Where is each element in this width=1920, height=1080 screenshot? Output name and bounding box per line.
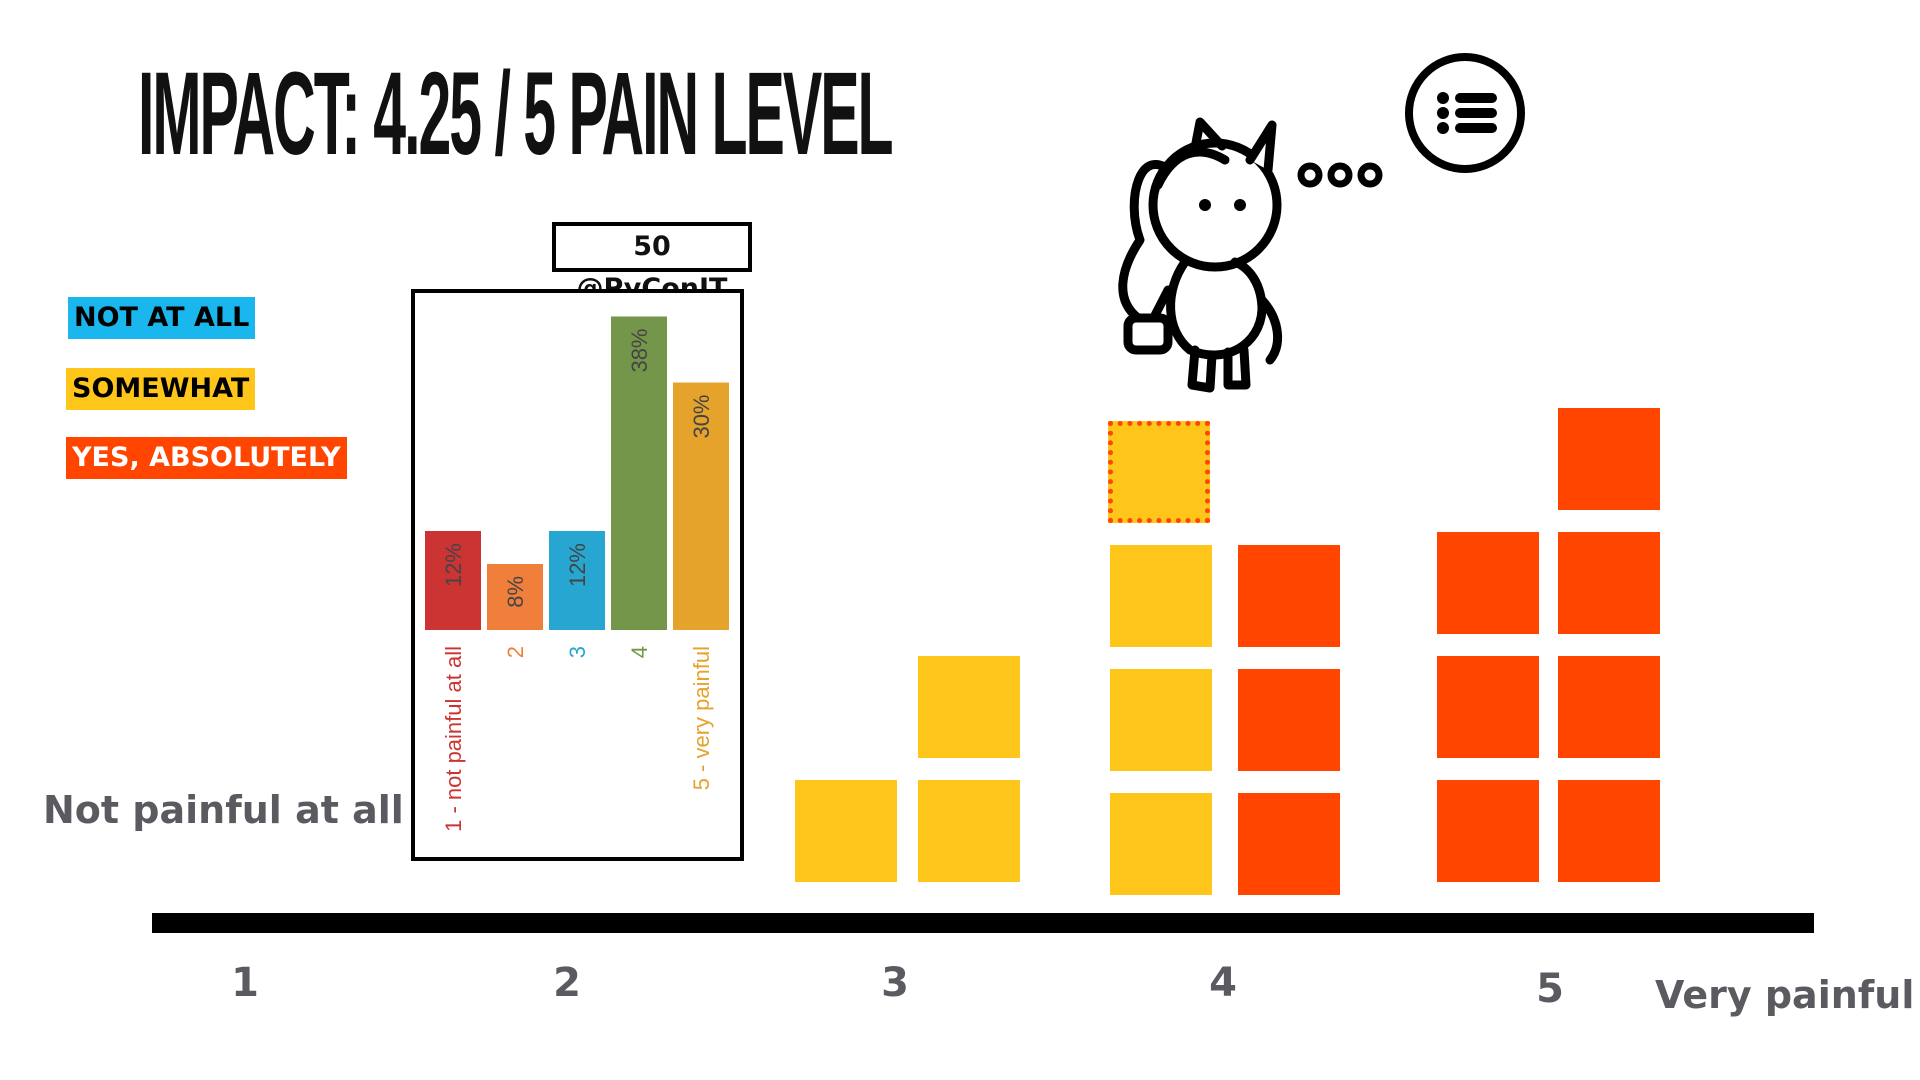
survey-category-label-4: 4 [627, 646, 652, 658]
not-painful-label: Not painful at all [43, 788, 404, 832]
axis-tick-3: 3 [881, 960, 909, 1006]
axis-tick-5: 5 [1536, 966, 1564, 1012]
pain-axis [152, 913, 1814, 933]
block-level-4-2-2 [1238, 669, 1340, 771]
slide-title: IMPACT: 4.25 / 5 PAIN LEVEL [138, 48, 894, 180]
block-level-5-1-1 [1437, 780, 1539, 882]
survey-bar-label-1: 12% [441, 543, 466, 587]
block-level-4-partial [1108, 421, 1210, 523]
survey-bar-label-5: 30% [689, 395, 714, 439]
survey-bar-label-4: 38% [627, 329, 652, 373]
block-level-4-1-2 [1110, 669, 1212, 771]
block-level-3-2-2 [918, 656, 1020, 758]
block-level-3-1-1 [795, 780, 897, 882]
survey-bar-5 [673, 382, 729, 630]
block-level-5-2-4 [1558, 408, 1660, 510]
block-level-4-2-3 [1238, 545, 1340, 647]
survey-bar-label-3: 12% [565, 543, 590, 587]
axis-tick-1: 1 [231, 960, 259, 1006]
survey-bar-4 [611, 316, 667, 630]
survey-category-label-5: 5 - very painful [689, 646, 714, 790]
survey-bar-label-2: 8% [503, 576, 528, 608]
block-level-5-2-3 [1558, 532, 1660, 634]
survey-category-label-1: 1 - not painful at all [441, 646, 466, 832]
block-level-5-1-3 [1437, 532, 1539, 634]
block-level-3-2-1 [918, 780, 1020, 882]
axis-tick-4: 4 [1209, 960, 1237, 1006]
survey-bar-2 [487, 564, 543, 630]
legend-not-at-all: NOT AT ALL [68, 297, 256, 339]
survey-category-label-2: 2 [503, 646, 528, 658]
survey-bar-1 [425, 531, 481, 630]
survey-category-label-3: 3 [565, 646, 590, 658]
block-level-5-1-2 [1437, 656, 1539, 758]
block-level-4-1-1 [1110, 793, 1212, 895]
block-level-5-2-2 [1558, 656, 1660, 758]
block-level-5-2-1 [1558, 780, 1660, 882]
legend-somewhat: SOMEWHAT [66, 368, 256, 410]
block-level-4-1-3 [1110, 545, 1212, 647]
axis-tick-2: 2 [553, 960, 581, 1006]
survey-bar-3 [549, 531, 605, 630]
block-level-4-2-1 [1238, 793, 1340, 895]
legend-yes-absolutely: YES, ABSOLUTELY [66, 437, 347, 479]
very-painful-label: Very painful [1655, 973, 1915, 1017]
